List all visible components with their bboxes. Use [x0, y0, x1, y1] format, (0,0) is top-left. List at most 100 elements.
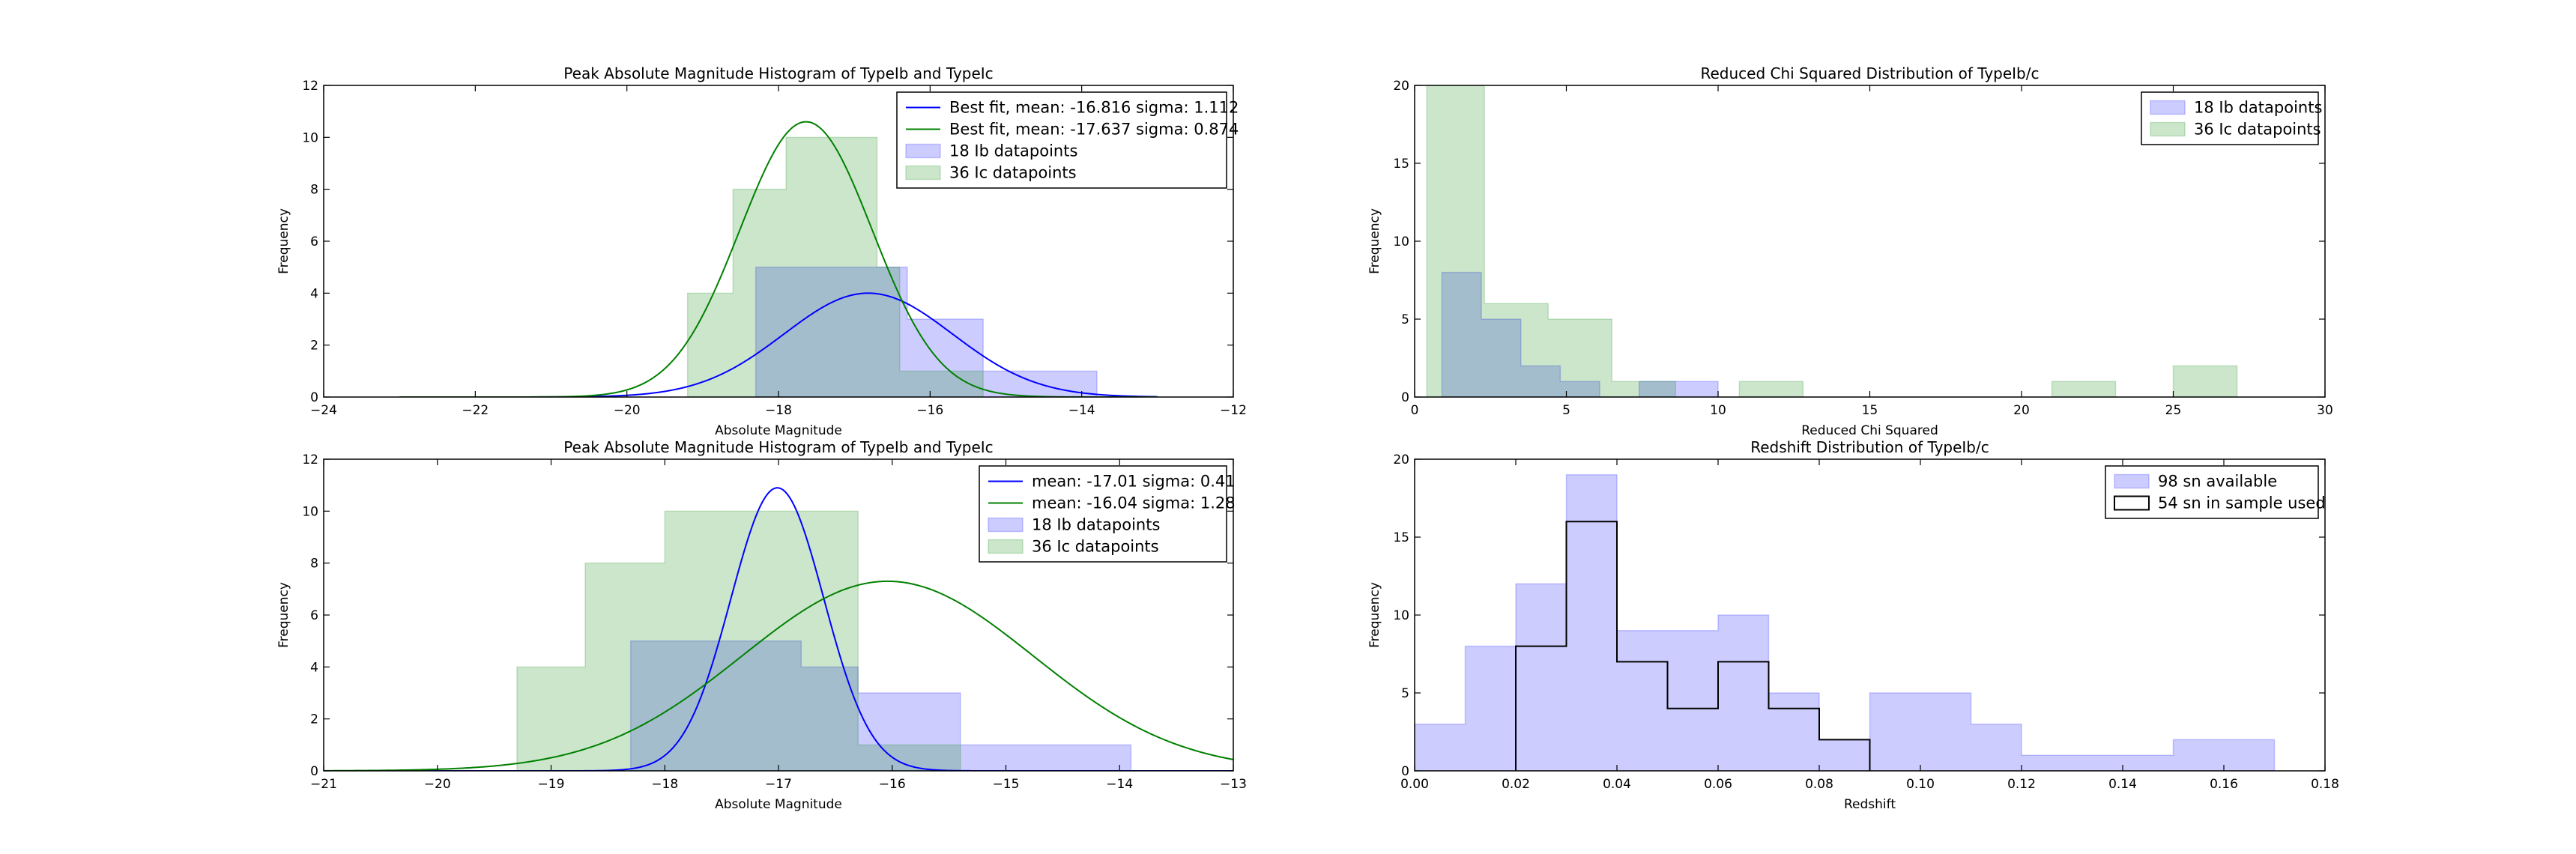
x-tick-label: −16	[879, 777, 906, 792]
y-axis-label: Frequency	[1367, 582, 1382, 648]
y-tick-label: 8	[310, 183, 318, 198]
x-axis-label: Absolute Magnitude	[715, 423, 842, 438]
legend-entry-label: 36 Ic datapoints	[1032, 538, 1159, 556]
y-tick-label: 0	[310, 390, 318, 405]
chart-title: Peak Absolute Magnitude Histogram of Typ…	[563, 438, 993, 456]
plot-area	[1415, 474, 2276, 771]
x-tick-label: 25	[2165, 403, 2182, 418]
histogram-3	[686, 136, 984, 397]
y-tick-label: 6	[310, 608, 318, 623]
x-tick-label: −20	[424, 777, 451, 792]
histogram-3	[516, 510, 961, 771]
y-tick-label: 0	[1401, 390, 1409, 405]
legend-entry-label: mean: -16.04 sigma: 1.28	[1032, 494, 1236, 512]
y-tick-label: 12	[302, 79, 318, 94]
x-tick-label: 0.16	[2210, 777, 2238, 792]
y-axis-label: Frequency	[276, 208, 291, 274]
legend-patch-swatch	[2114, 473, 2150, 489]
x-tick-label: −15	[993, 777, 1020, 792]
x-axis-label: Absolute Magnitude	[715, 797, 842, 812]
legend: mean: -17.01 sigma: 0.41 mean: -16.04 sig…	[979, 465, 1236, 563]
x-tick-label: −18	[765, 403, 792, 418]
x-tick-label: 0.12	[2007, 777, 2036, 792]
legend-entry-label: 98 sn available	[2158, 473, 2277, 491]
x-tick-label: −13	[1220, 777, 1247, 792]
histogram-2	[755, 266, 1098, 397]
x-axis-label: Reduced Chi Squared	[1801, 423, 1938, 438]
x-tick-label: 0.06	[1704, 777, 1732, 792]
x-tick-label: 15	[1862, 403, 1878, 418]
legend-patch-swatch	[988, 539, 1024, 554]
x-tick-label: 0.02	[1502, 777, 1530, 792]
y-tick-label: 5	[1401, 312, 1409, 327]
legend-patch-swatch	[2150, 100, 2186, 115]
legend-entry-label: 18 Ib datapoints	[1032, 516, 1160, 534]
x-tick-label: −22	[462, 403, 489, 418]
y-tick-label: 10	[1393, 234, 1409, 249]
y-tick-label: 0	[310, 764, 318, 779]
y-tick-label: 2	[310, 712, 318, 727]
x-tick-label: 0.14	[2108, 777, 2137, 792]
histogram-0	[1441, 271, 1719, 397]
panel-top-right-chi2-hist: Reduced Chi Squared Distribution of Type…	[1367, 64, 2333, 438]
step-outline-1	[1515, 521, 1871, 771]
y-tick-label: 12	[302, 452, 318, 467]
x-tick-label: 20	[2013, 403, 2030, 418]
x-tick-label: 0	[1411, 403, 1419, 418]
y-tick-label: 8	[310, 557, 318, 572]
y-tick-label: 5	[1401, 686, 1409, 701]
chart-title: Reduced Chi Squared Distribution of Type…	[1701, 64, 2040, 82]
y-tick-label: 20	[1393, 452, 1409, 467]
legend-patch-swatch	[988, 517, 1024, 533]
legend-entry-label: 54 sn in sample used	[2158, 494, 2326, 512]
y-tick-label: 20	[1393, 79, 1409, 94]
legend-entry-label: 36 Ic datapoints	[2194, 121, 2321, 139]
legend: Best fit, mean: -16.816 sigma: 1.112 Best…	[896, 91, 1239, 189]
legend-box	[2141, 91, 2319, 145]
fit-curve-0	[324, 487, 1233, 771]
legend-patch-swatch	[2150, 121, 2186, 137]
legend-entry-label: 36 Ic datapoints	[949, 164, 1077, 182]
histogram-1	[1426, 85, 2238, 397]
x-tick-label: 0.00	[1400, 777, 1429, 792]
legend-box	[896, 91, 1227, 189]
y-tick-label: 10	[1393, 608, 1409, 623]
x-tick-label: −14	[1106, 777, 1133, 792]
fit-curve-1	[324, 580, 1233, 771]
y-tick-label: 10	[302, 504, 318, 519]
x-tick-label: −19	[538, 777, 565, 792]
legend-patch-swatch	[905, 165, 941, 181]
legend-patch-swatch	[905, 143, 941, 159]
legend-entry-label: Best fit, mean: -16.816 sigma: 1.112	[949, 99, 1239, 117]
plot-area	[324, 487, 1233, 771]
x-tick-label: −21	[310, 777, 337, 792]
panel-top-left-magnitude-hist: Peak Absolute Magnitude Histogram of Typ…	[276, 64, 1247, 438]
legend-entry-label: 18 Ib datapoints	[2194, 99, 2322, 117]
chart-title: Peak Absolute Magnitude Histogram of Typ…	[563, 64, 993, 82]
x-tick-label: 10	[1710, 403, 1726, 418]
x-tick-label: 0.18	[2311, 777, 2339, 792]
y-tick-label: 0	[1401, 764, 1409, 779]
y-tick-label: 15	[1393, 157, 1409, 172]
chart-title: Redshift Distribution of TypeIb/c	[1750, 438, 1989, 456]
y-tick-label: 4	[310, 660, 318, 675]
x-tick-label: −17	[765, 777, 792, 792]
x-tick-label: −20	[614, 403, 641, 418]
histogram-2	[629, 640, 1132, 771]
x-tick-label: −24	[310, 403, 337, 418]
x-tick-label: 0.10	[1906, 777, 1935, 792]
y-tick-label: 10	[302, 130, 318, 145]
y-tick-label: 6	[310, 234, 318, 249]
x-tick-label: 30	[2317, 403, 2333, 418]
legend-entry-label: 18 Ib datapoints	[949, 142, 1077, 160]
x-tick-label: 0.08	[1805, 777, 1833, 792]
legend: 18 Ib datapoints 36 Ic datapoints	[2141, 91, 2322, 145]
x-tick-label: −14	[1068, 403, 1095, 418]
y-tick-label: 4	[310, 286, 318, 301]
plot-area	[1426, 85, 2238, 397]
x-tick-label: −18	[651, 777, 678, 792]
legend-step-swatch	[2114, 495, 2150, 511]
x-tick-label: −16	[916, 403, 943, 418]
panel-bottom-left-magnitude-hist: Peak Absolute Magnitude Histogram of Typ…	[276, 438, 1247, 812]
